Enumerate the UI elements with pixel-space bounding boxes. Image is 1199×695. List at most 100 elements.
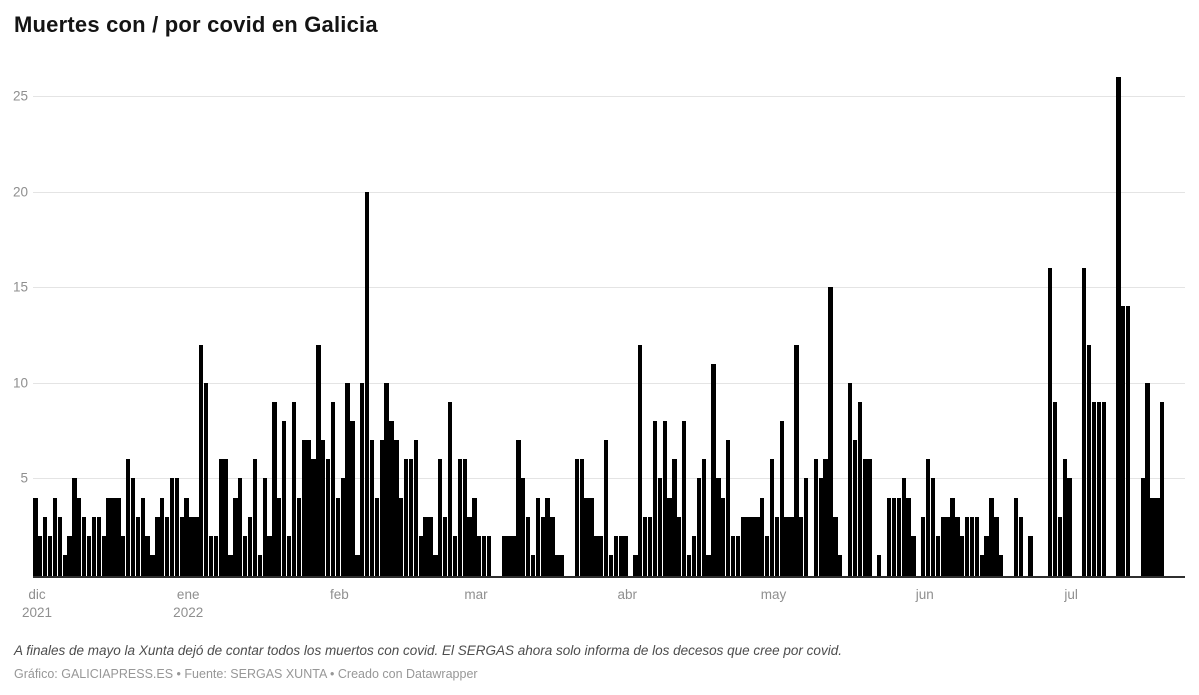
bar[interactable]	[969, 516, 975, 576]
bar[interactable]	[482, 535, 487, 576]
bar[interactable]	[989, 497, 994, 576]
bar[interactable]	[979, 554, 984, 576]
bar[interactable]	[877, 554, 882, 576]
bar[interactable]	[555, 554, 560, 576]
bar[interactable]	[594, 535, 599, 576]
bar[interactable]	[974, 516, 980, 576]
bar[interactable]	[930, 478, 936, 576]
bar[interactable]	[189, 516, 194, 576]
bar[interactable]	[745, 516, 750, 576]
bar[interactable]	[160, 497, 165, 576]
bar[interactable]	[267, 535, 272, 576]
bar[interactable]	[1086, 344, 1092, 576]
bar[interactable]	[911, 535, 916, 576]
bar[interactable]	[638, 344, 643, 576]
bar[interactable]	[111, 497, 116, 576]
bar[interactable]	[760, 497, 765, 576]
bar[interactable]	[672, 459, 677, 576]
bar[interactable]	[140, 497, 145, 576]
bar[interactable]	[311, 459, 316, 576]
bar[interactable]	[345, 382, 350, 576]
bar[interactable]	[994, 516, 999, 576]
bar[interactable]	[955, 516, 960, 576]
bar[interactable]	[525, 516, 531, 576]
bar[interactable]	[418, 535, 423, 576]
bar[interactable]	[560, 554, 565, 576]
bar[interactable]	[945, 516, 950, 576]
bar[interactable]	[379, 440, 384, 576]
bar[interactable]	[618, 535, 623, 576]
bar[interactable]	[203, 382, 209, 576]
bar[interactable]	[462, 459, 467, 576]
bar[interactable]	[179, 516, 184, 576]
bar[interactable]	[574, 459, 580, 576]
bar[interactable]	[194, 516, 199, 576]
bar[interactable]	[86, 535, 92, 576]
bar[interactable]	[121, 535, 126, 576]
bar[interactable]	[1057, 516, 1062, 576]
bar[interactable]	[233, 497, 238, 576]
bar[interactable]	[447, 401, 453, 576]
bar[interactable]	[838, 554, 843, 576]
bar[interactable]	[52, 497, 58, 576]
bar[interactable]	[803, 478, 809, 576]
bar[interactable]	[940, 516, 945, 576]
bar[interactable]	[413, 440, 419, 576]
bar[interactable]	[730, 535, 736, 576]
bar[interactable]	[818, 478, 823, 576]
bar[interactable]	[682, 421, 687, 576]
bar[interactable]	[443, 516, 448, 576]
bar[interactable]	[608, 554, 614, 576]
bar[interactable]	[438, 459, 443, 576]
bar[interactable]	[428, 516, 433, 576]
bar[interactable]	[1096, 401, 1101, 576]
bar[interactable]	[325, 459, 331, 576]
bar[interactable]	[579, 459, 584, 576]
bar[interactable]	[145, 535, 150, 576]
bar[interactable]	[130, 478, 136, 576]
bar[interactable]	[1052, 401, 1058, 576]
bar[interactable]	[457, 459, 462, 576]
bar[interactable]	[62, 554, 67, 576]
bar[interactable]	[286, 535, 292, 576]
bar[interactable]	[213, 535, 219, 576]
bar[interactable]	[1082, 268, 1087, 576]
bar[interactable]	[599, 535, 604, 576]
bar[interactable]	[477, 535, 482, 576]
bar[interactable]	[667, 497, 672, 576]
bar[interactable]	[506, 535, 511, 576]
bar[interactable]	[999, 554, 1004, 576]
bar[interactable]	[1116, 76, 1121, 576]
bar[interactable]	[852, 440, 858, 576]
bar[interactable]	[106, 497, 111, 576]
bar[interactable]	[452, 535, 458, 576]
bar[interactable]	[369, 440, 375, 576]
bar[interactable]	[1160, 401, 1165, 576]
bar[interactable]	[696, 478, 701, 576]
bar[interactable]	[535, 497, 541, 576]
bar[interactable]	[677, 516, 682, 576]
bar[interactable]	[1101, 401, 1106, 576]
bar[interactable]	[82, 516, 87, 576]
bar[interactable]	[613, 535, 619, 576]
bar[interactable]	[735, 535, 741, 576]
bar[interactable]	[262, 478, 267, 576]
bar[interactable]	[272, 401, 277, 576]
bar[interactable]	[643, 516, 648, 576]
bar[interactable]	[584, 497, 589, 576]
bar[interactable]	[360, 382, 365, 576]
bar[interactable]	[101, 535, 106, 576]
bar[interactable]	[516, 440, 521, 576]
bar[interactable]	[384, 382, 389, 576]
bar[interactable]	[857, 401, 862, 576]
bar[interactable]	[769, 459, 775, 576]
bar[interactable]	[750, 516, 755, 576]
bar[interactable]	[950, 497, 955, 576]
bar[interactable]	[921, 516, 926, 576]
bar[interactable]	[38, 535, 43, 576]
bar[interactable]	[794, 344, 799, 576]
bar[interactable]	[603, 440, 609, 576]
bar[interactable]	[150, 554, 155, 576]
bar[interactable]	[755, 516, 760, 576]
bar[interactable]	[779, 421, 784, 576]
